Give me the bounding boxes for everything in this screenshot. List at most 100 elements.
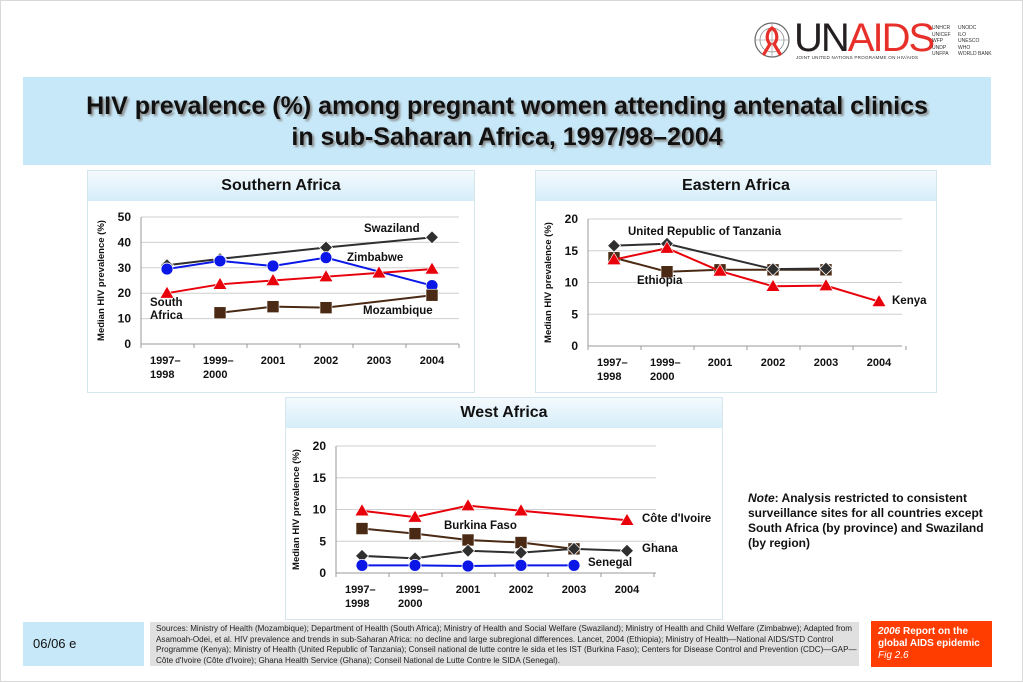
title-line-1: HIV prevalence (%) among pregnant women … (86, 92, 928, 120)
agency-name: UNESCO (958, 38, 980, 45)
x-tick-label: 1997– 1998 (597, 357, 628, 383)
data-point (266, 259, 280, 273)
series-label: Burkina Faso (444, 520, 517, 532)
data-point (213, 254, 227, 268)
data-point (871, 293, 887, 307)
data-point (424, 230, 440, 245)
y-tick-label: 15 (313, 471, 327, 485)
data-point (765, 262, 781, 277)
y-tick-label: 10 (118, 312, 132, 326)
x-tick-label: 2003 (367, 355, 391, 367)
southern-africa-chart: 0 10 20 30 40 50 1997– 1998 1999– 2000 2001 2002 200… (96, 210, 460, 381)
y-tick-label: 5 (319, 534, 326, 548)
report-year: 2006 (878, 626, 901, 637)
x-tick-label: 1997– 1998 (150, 355, 181, 381)
x-tick-label-line: 2000 (398, 598, 422, 610)
data-point (213, 306, 227, 320)
x-tick-label: 1999– 2000 (650, 357, 681, 383)
data-point (319, 251, 333, 265)
series-label: Ghana (642, 543, 678, 555)
series-kenya (606, 240, 887, 307)
data-point (371, 265, 387, 279)
title-band: HIV prevalence (%) among pregnant women … (23, 77, 991, 165)
logo-wordmark: UNAIDS (794, 16, 935, 60)
y-tick-label: 20 (565, 212, 579, 226)
note-text: : Analysis restricted to consistent surv… (748, 491, 984, 550)
unaids-logo: UNAIDS JOINT UNITED NATIONS PROGRAMME ON… (752, 16, 992, 64)
y-tick-label: 30 (118, 261, 132, 275)
x-tick-label: 2002 (314, 355, 338, 367)
title-line-2: in sub-Saharan Africa, 1997/98–2004 (291, 123, 723, 151)
panel-title: West Africa (286, 398, 722, 428)
logo-tagline: JOINT UNITED NATIONS PROGRAMME ON HIV/AI… (796, 55, 919, 60)
x-tick-label: 2004 (867, 357, 892, 369)
series-line (219, 294, 433, 314)
y-tick-label: 40 (118, 235, 132, 249)
data-point (159, 285, 175, 299)
data-point (818, 278, 834, 291)
data-point (567, 558, 581, 572)
y-tick-label: 15 (565, 244, 579, 258)
series-line (166, 268, 433, 295)
y-axis-label: Median HIV prevalence (%) (291, 449, 302, 570)
series-label-line: Africa (150, 310, 183, 322)
x-tick-label-line: 1998 (597, 371, 621, 383)
agency-name: WORLD BANK (958, 51, 992, 58)
data-point (660, 265, 674, 279)
y-tick-label: 10 (565, 276, 579, 290)
data-point (408, 558, 422, 572)
y-tick-label: 0 (571, 339, 578, 353)
data-point (355, 558, 369, 572)
data-point (513, 503, 529, 517)
data-point (461, 559, 475, 573)
y-tick-label: 0 (319, 566, 326, 580)
data-point (712, 263, 728, 277)
data-point (425, 288, 439, 302)
series-label: Swaziland (364, 223, 420, 235)
x-tick-label-line: 1997– (597, 357, 628, 369)
data-point (265, 272, 281, 286)
note-label: Note (748, 491, 775, 505)
series-label: Kenya (892, 295, 927, 307)
x-tick-label-line: 1997– (150, 355, 181, 367)
series-c-te-d-ivoire (354, 498, 635, 526)
data-point (566, 541, 582, 556)
series-line (361, 504, 628, 522)
panel-title: Eastern Africa (536, 171, 936, 201)
y-tick-label: 5 (571, 307, 578, 321)
data-point (318, 269, 334, 282)
agency-name: ILO (958, 31, 967, 38)
x-tick-label-line: 1998 (345, 598, 369, 610)
series-label: Senegal (588, 557, 632, 569)
data-point (818, 261, 834, 276)
x-tick-label: 2004 (615, 584, 640, 596)
x-tick-label: 2001 (708, 357, 732, 369)
un-emblem-icon (754, 22, 790, 58)
data-point (424, 261, 440, 275)
data-point (354, 503, 370, 517)
series-label: Mozambique (363, 305, 433, 317)
analysis-note: Note: Analysis restricted to consistent … (748, 491, 998, 551)
agency-name: UNFPA (932, 51, 949, 58)
data-point (765, 278, 781, 292)
agency-name: WFP (932, 38, 944, 45)
x-tick-label-line: 1998 (150, 369, 174, 381)
y-tick-label: 10 (313, 503, 327, 517)
y-axis-label: Median HIV prevalence (%) (96, 220, 107, 341)
series-label: Zimbabwe (347, 252, 403, 264)
series-label: South Africa (150, 297, 183, 322)
series-line (361, 547, 628, 560)
west-africa-chart: 0 5 10 15 20 1997– 1998 1999– 2000 2001 2002 2003 20… (291, 439, 711, 610)
series-label: Ethiopia (637, 275, 683, 287)
x-tick-label-line: 1999– (398, 584, 429, 596)
x-tick-label: 1999– 2000 (203, 355, 234, 381)
date-code: 06/06 e (23, 622, 144, 666)
report-title: Report on the global AIDS epidemic (878, 626, 980, 649)
series-burkina-faso (355, 522, 581, 556)
series-zimbabwe (160, 251, 439, 292)
logo-agencies-col2: UNODC ILO UNESCO WHO WORLD BANK (958, 25, 992, 58)
agency-name: UNDP (932, 44, 947, 51)
data-point (319, 301, 333, 314)
series-line (166, 236, 433, 267)
y-tick-label: 50 (118, 210, 132, 224)
